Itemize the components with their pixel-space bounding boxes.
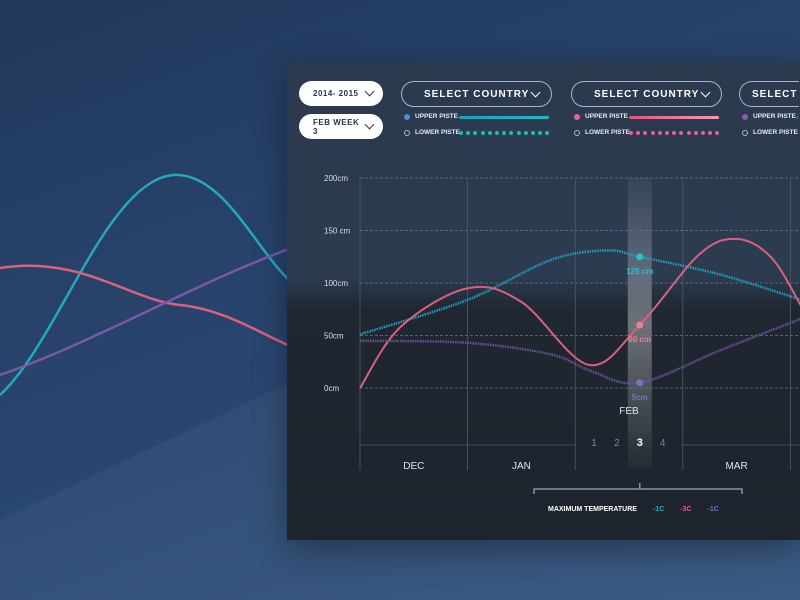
week-value: FEB WEEK 3 — [313, 117, 360, 136]
country-label: SELECT COUNTRY — [424, 88, 530, 100]
week-dropdown[interactable]: FEB WEEK 3 — [299, 114, 383, 139]
week-label[interactable]: 4 — [660, 438, 666, 449]
week-label[interactable]: 3 — [637, 437, 643, 449]
month-label: JAN — [512, 461, 531, 472]
country-dropdown[interactable]: SELECT COUNTRY — [571, 81, 722, 107]
legend-dot-icon — [404, 129, 410, 136]
season-value: 2014- 2015 — [313, 89, 359, 98]
legend-dot-icon — [574, 129, 580, 136]
snow-depth-panel: 2014- 2015 FEB WEEK 3 SELECT COUNTRY UPP… — [287, 62, 800, 540]
legend-dot-icon — [574, 113, 580, 120]
data-label: 60 cm — [628, 335, 651, 344]
legend-label: LOWER PISTE — [753, 129, 798, 136]
month-label: MAR — [725, 461, 747, 472]
week-label[interactable]: 2 — [614, 438, 620, 449]
data-point — [636, 253, 644, 261]
data-label: 5cm — [632, 393, 648, 402]
legend-dot-icon — [742, 129, 748, 136]
country-dropdown[interactable]: SELECT COUNTRY — [401, 81, 552, 107]
y-tick-label: 0cm — [324, 384, 339, 393]
legend-dot-icon — [404, 113, 410, 120]
legend-line-dotted — [459, 131, 550, 135]
legend-label: UPPER PISTE — [415, 113, 458, 120]
y-tick-label: 150 cm — [324, 227, 351, 236]
legend-upper-piste: UPPER PISTE — [404, 113, 458, 120]
legend-lower-piste: LOWER PISTE — [574, 129, 630, 136]
data-label: 125 cm — [626, 267, 653, 276]
legend-upper-piste: UPPER PISTE — [742, 113, 796, 120]
month-label: FEB — [619, 406, 639, 417]
legend-line-solid — [629, 116, 719, 119]
legend-label: UPPER PISTE — [585, 113, 628, 120]
y-tick-label: 100cm — [324, 279, 348, 288]
legend-dot-icon — [742, 113, 748, 120]
temperature-bracket — [533, 483, 743, 494]
legend-label: LOWER PISTE — [415, 129, 460, 136]
month-label: DEC — [403, 461, 424, 472]
data-point — [636, 321, 644, 329]
legend-line-dotted — [629, 131, 720, 135]
series-line — [359, 249, 800, 336]
legend-lower-piste: LOWER PISTE — [742, 129, 798, 136]
legend-lower-piste: LOWER PISTE — [404, 129, 460, 136]
country-dropdown[interactable]: SELECT — [739, 81, 799, 107]
series-line — [359, 237, 800, 389]
legend-line-solid — [797, 116, 798, 119]
country-label: SELECT COUNTRY — [594, 88, 700, 100]
temperature-value: -1C — [652, 506, 665, 513]
y-tick-label: 50cm — [324, 332, 344, 341]
season-dropdown[interactable]: 2014- 2015 — [299, 81, 383, 106]
legend-upper-piste: UPPER PISTE — [574, 113, 628, 120]
data-point — [636, 379, 644, 387]
y-tick-label: 200cm — [324, 174, 348, 183]
snow-depth-chart: 0cm 50cm 100cm 150 cm 200cm DEC JAN FEB MAR 1 2 3 4 1… — [324, 174, 800, 494]
temperature-row: MAXIMUM TEMPERATURE -1C -3C -1C — [548, 506, 719, 513]
temperature-label: MAXIMUM TEMPERATURE — [548, 506, 637, 513]
country-label: SELECT — [752, 88, 798, 100]
legend-line-solid — [459, 116, 549, 119]
legend-label: LOWER PISTE — [585, 129, 630, 136]
temperature-value: -3C — [680, 506, 692, 513]
week-label[interactable]: 1 — [591, 438, 597, 449]
temperature-value: -1C — [707, 506, 719, 513]
series-line — [359, 317, 800, 385]
legend-label: UPPER PISTE — [753, 113, 796, 120]
